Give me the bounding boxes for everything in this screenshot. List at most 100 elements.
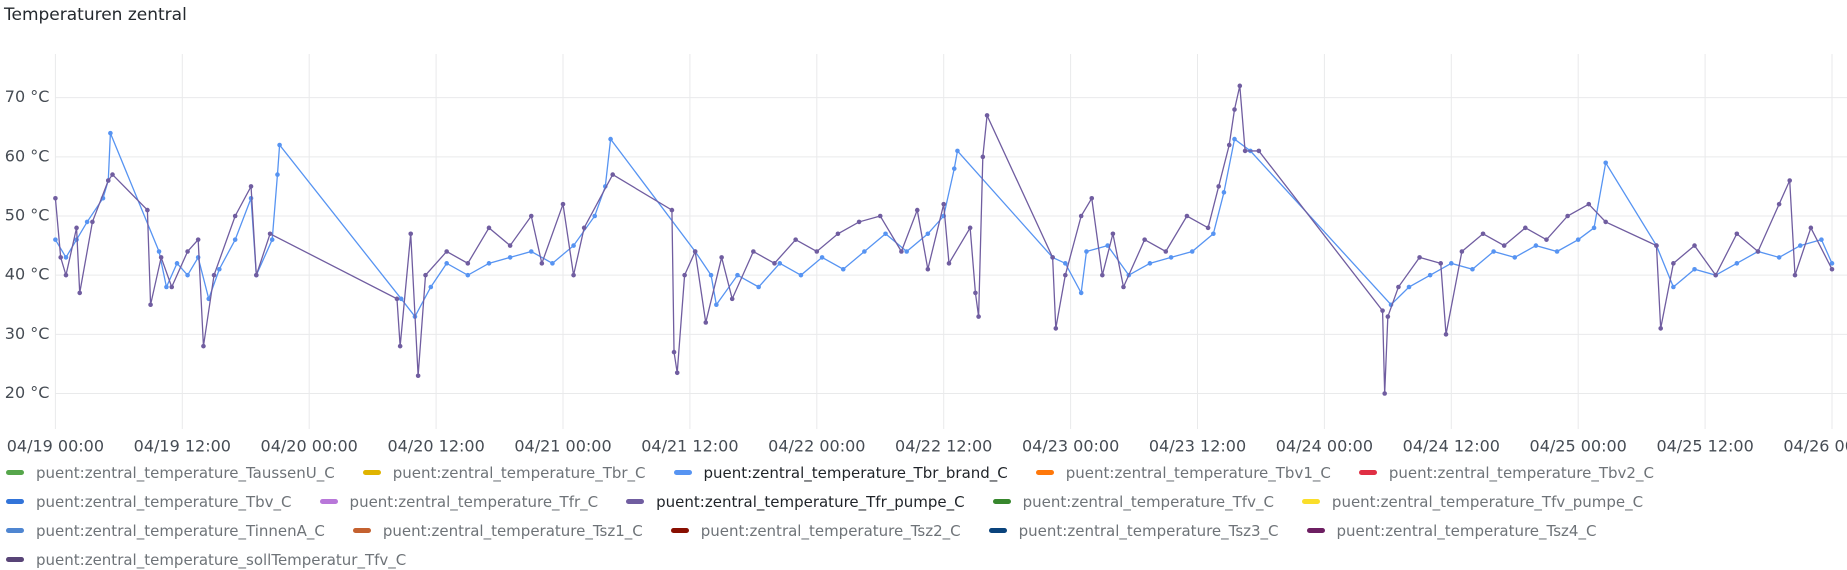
legend-label: puent:zentral_temperature_Tbv_C (36, 492, 292, 511)
data-point (1533, 243, 1539, 248)
x-tick-label: 04/23 12:00 (1149, 437, 1246, 456)
data-point (1654, 243, 1659, 248)
data-point (1163, 249, 1169, 254)
data-point (980, 154, 986, 160)
data-point (539, 261, 545, 266)
legend-swatch (988, 528, 1007, 533)
data-point (581, 225, 587, 231)
x-tick-label: 04/24 12:00 (1403, 437, 1500, 456)
legend-item[interactable]: puent:zentral_temperature_TinnenA_C (6, 520, 325, 541)
data-point (973, 290, 978, 296)
legend-item[interactable]: puent:zentral_temperature_Tbv_C (6, 491, 292, 512)
data-point (164, 284, 169, 290)
data-point (1226, 142, 1232, 148)
legend-item[interactable]: puent:zentral_temperature_Tbv1_C (1035, 462, 1331, 483)
legend-item[interactable]: puent:zentral_temperature_Tsz2_C (670, 520, 961, 541)
x-tick-label: 04/21 00:00 (514, 437, 611, 456)
panel-title: Temperaturen zentral (4, 5, 187, 25)
data-point (925, 266, 931, 272)
legend-item[interactable]: puent:zentral_temperature_Tfv_pumpe_C (1301, 491, 1643, 512)
data-point (1216, 184, 1221, 189)
data-point (814, 249, 820, 254)
data-point (1380, 308, 1385, 313)
legend-swatch (992, 499, 1011, 504)
data-point (185, 272, 190, 278)
data-point (108, 130, 113, 136)
data-point (1396, 284, 1401, 290)
data-point (941, 201, 946, 207)
data-point (1792, 272, 1798, 278)
legend-item[interactable]: puent:zentral_temperature_Tbv2_C (1358, 462, 1654, 483)
data-point (571, 243, 576, 248)
data-point (1692, 243, 1697, 248)
page: html, body { margin: 0; padding: 0; widt… (4, 5, 1847, 569)
data-point (148, 302, 153, 308)
legend-label: puent:zentral_temperature_Tfv_C (1022, 492, 1274, 511)
body: {"chart_data": {"type": "line", "title":… (4, 5, 1847, 569)
data-point (158, 255, 164, 260)
data-point (1443, 332, 1449, 337)
legend-item[interactable]: puent:zentral_temperature_Tfv_C (992, 491, 1274, 512)
legend-item[interactable]: puent:zentral_temperature_Tfr_pumpe_C (626, 491, 965, 512)
legend-item[interactable]: puent:zentral_temperature_Tfr_C (319, 491, 598, 512)
data-point (1523, 225, 1528, 231)
data-point (1406, 284, 1412, 290)
data-point (1427, 272, 1433, 278)
data-point (669, 207, 675, 213)
data-point (232, 213, 238, 219)
data-point (550, 261, 555, 266)
data-point (217, 266, 222, 272)
data-point (835, 231, 841, 237)
data-point (1189, 249, 1195, 254)
data-point (1797, 243, 1803, 248)
legend-swatch (670, 528, 689, 533)
legend-item[interactable]: puent:zentral_temperature_Tsz1_C (352, 520, 643, 541)
legend-item[interactable]: puent:zentral_temperature_Tsz4_C (1306, 520, 1597, 541)
legend-label: puent:zentral_temperature_Tsz4_C (1336, 521, 1597, 540)
data-point (925, 231, 931, 237)
data-point (610, 172, 616, 177)
data-point (1671, 284, 1676, 290)
data-point (1063, 272, 1068, 278)
y-tick-label: 20 °C (5, 383, 50, 402)
data-point (507, 255, 513, 260)
data-point (840, 266, 846, 272)
legend-item[interactable]: puent:zentral_temperature_Tsz3_C (988, 520, 1279, 541)
data-point (560, 201, 566, 207)
data-point (201, 343, 206, 349)
legend-item[interactable]: puent:zentral_temperature_sollTemperatur… (6, 549, 406, 570)
series-line (54, 132, 1833, 318)
legend-swatch (6, 499, 24, 504)
data-point (1501, 243, 1507, 248)
x-tick-label: 04/20 00:00 (261, 437, 358, 456)
data-point (708, 272, 714, 278)
legend-item[interactable]: puent:zentral_temperature_Tbr_C (362, 462, 646, 483)
data-point (428, 284, 434, 290)
data-point (1221, 190, 1227, 195)
data-point (1205, 225, 1211, 231)
data-point (232, 237, 238, 242)
legend-item[interactable]: puent:zentral_temperature_TaussenU_C (6, 462, 335, 483)
data-point (1417, 255, 1422, 260)
legend-swatch (1035, 470, 1054, 475)
data-point (169, 284, 175, 290)
legend-item[interactable]: puent:zentral_temperature_Tbr_brand_C (673, 462, 1008, 483)
data-point (976, 314, 981, 319)
legend-label: puent:zentral_temperature_TaussenU_C (36, 463, 335, 482)
legend-swatch (626, 499, 645, 504)
data-point (397, 343, 403, 349)
data-point (156, 249, 162, 254)
data-point (1459, 249, 1465, 254)
data-point (53, 195, 58, 201)
legend-swatch (6, 528, 24, 533)
data-point (856, 219, 862, 225)
data-point (507, 243, 513, 248)
x-tick-label: 04/22 00:00 (768, 437, 865, 456)
chart: 20 °C 30 °C 40 °C 50 °C 60 °C 70 °C 04/19 00:0… (5, 54, 1847, 456)
data-point (1755, 249, 1761, 254)
x-tick-label: 04/20 12:00 (387, 437, 484, 456)
data-point (211, 272, 217, 278)
data-point (1565, 213, 1570, 219)
data-point (1232, 136, 1237, 142)
